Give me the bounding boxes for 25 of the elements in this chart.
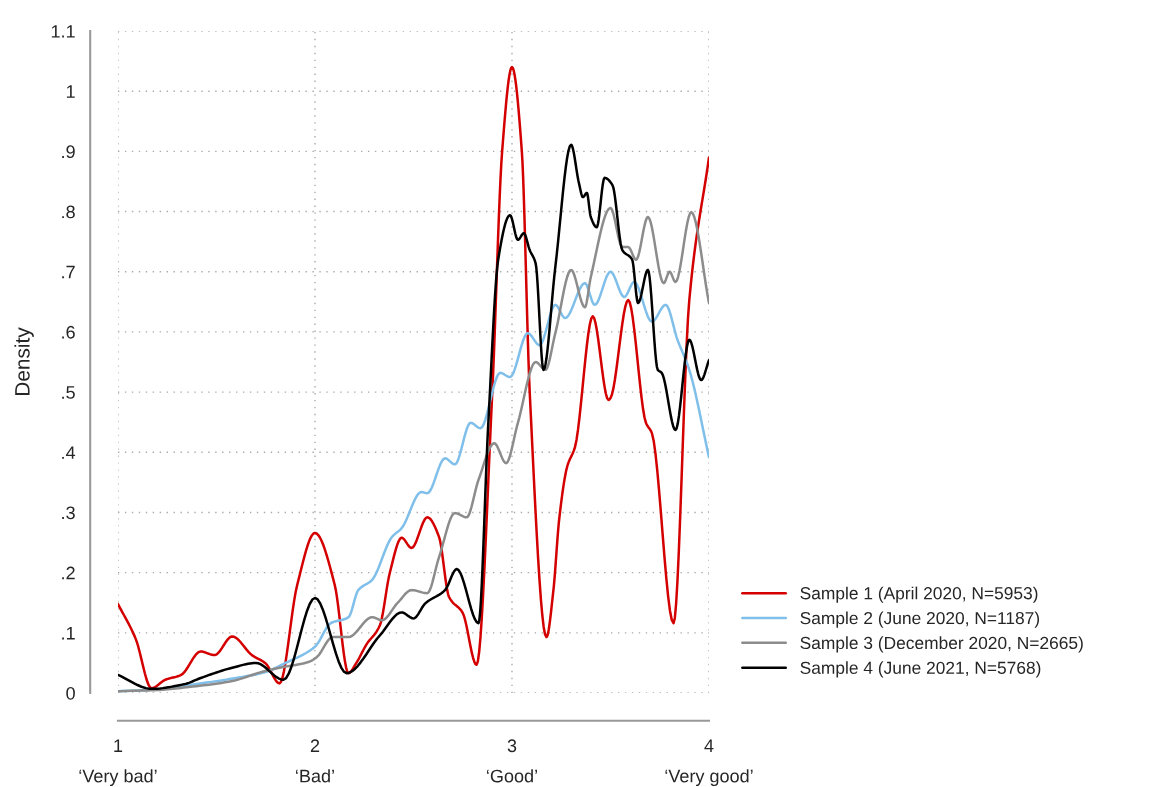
legend-label: Sample 1 (April 2020, N=5953) [800,586,1038,603]
y-tick-label: .2 [62,566,75,580]
y-axis-title: Density [14,327,34,396]
text: ‘Very good’ [665,769,753,786]
text: ‘Good’ [487,769,537,783]
legend-label: Sample 2 (June 2020, N=1187) [800,611,1040,628]
x-tick-label: 2 [310,739,320,752]
text: ‘Very bad’ [79,769,157,786]
x-tick-label: 3 [507,739,517,753]
legend-label: Sample 4 (June 2021, N=5768) [800,661,1041,678]
x-tick-label: 1 [114,739,123,752]
y-tick-label: 0 [66,686,75,700]
y-tick-label: 1 [66,85,75,98]
x-tick-label: 4 [704,739,714,752]
y-tick-label: 1.1 [51,25,75,38]
text: ‘Bad’ [296,769,334,783]
y-tick-label: .6 [62,325,75,339]
y-tick-label: .1 [62,626,75,640]
y-tick-label: .9 [62,145,75,159]
y-tick-label: .4 [62,446,76,459]
y-tick-label: .8 [62,205,75,219]
legend-label: Sample 3 (December 2020, N=2665) [800,636,1083,653]
y-tick-label: .7 [62,265,75,279]
y-tick-label: .5 [62,386,75,399]
y-tick-label: .3 [62,506,75,520]
